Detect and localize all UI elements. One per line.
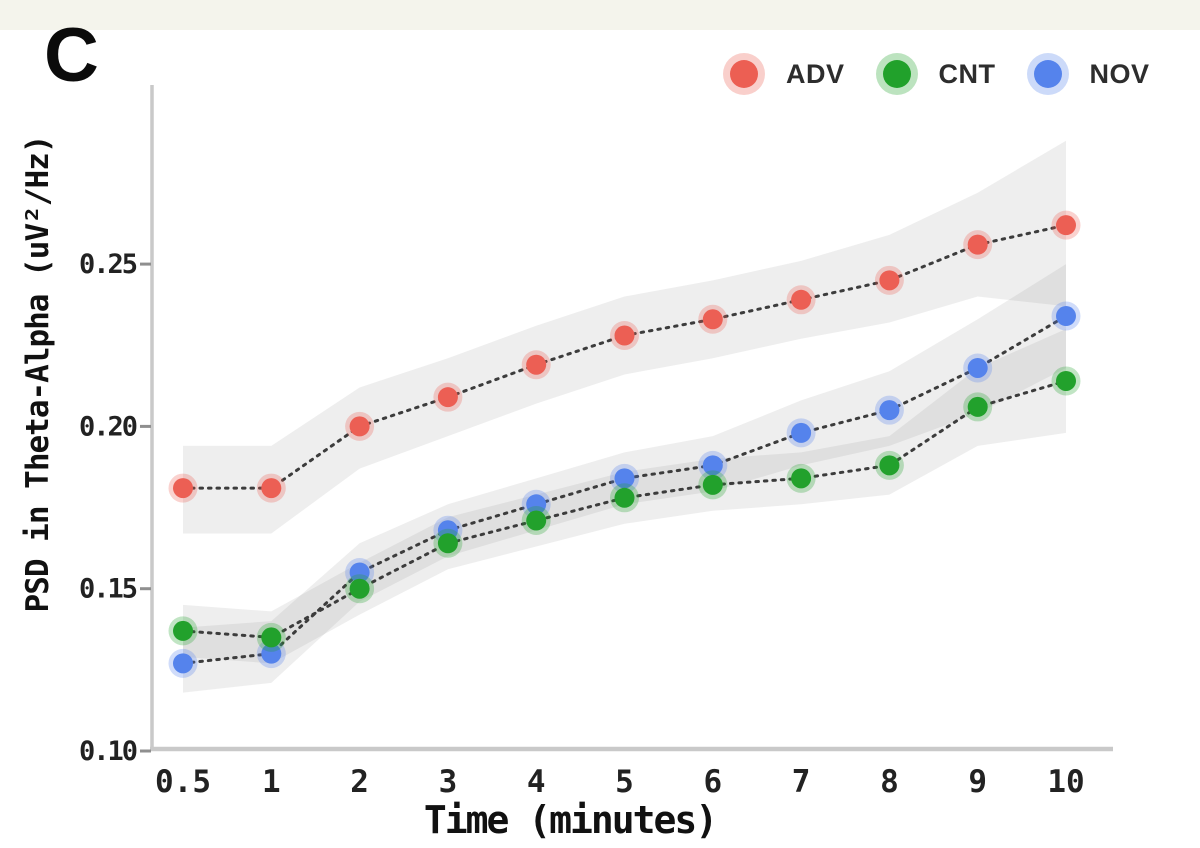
- legend-item-adv: ADV: [723, 53, 845, 95]
- y-axis-title: PSD in Theta-Alpha (uV²/Hz): [20, 135, 56, 613]
- adv-point-9: [967, 234, 988, 255]
- y-tick-label: 0.10: [79, 736, 137, 767]
- adv-legend-dot-icon: [723, 53, 765, 95]
- nov-point-4: [526, 494, 547, 515]
- page-margin-strip: [0, 0, 1200, 30]
- legend-label: NOV: [1089, 58, 1150, 89]
- x-tick-label: 9: [968, 764, 987, 800]
- x-tick-label: 10: [1047, 764, 1084, 800]
- x-tick-label: 2: [350, 764, 369, 800]
- nov-legend-dot-icon: [1026, 53, 1069, 95]
- legend-item-nov: NOV: [1026, 53, 1150, 95]
- nov-point-2: [349, 562, 370, 583]
- adv-point-0.5: [173, 478, 193, 499]
- adv-point-5: [614, 325, 635, 346]
- cnt-legend-dot-icon: [875, 53, 918, 95]
- nov-point-5: [614, 468, 635, 489]
- cnt-point-8: [879, 455, 900, 476]
- adv-point-10: [1056, 215, 1076, 236]
- legend-item-cnt: CNT: [875, 53, 996, 95]
- legend-label: ADV: [786, 58, 845, 89]
- nov-dotted-line: [181, 314, 1068, 665]
- adv-point-3: [437, 387, 458, 408]
- nov-point-1: [261, 643, 282, 664]
- cnt-point-0.5: [173, 620, 193, 641]
- legend-label: CNT: [938, 58, 996, 89]
- nov-point-8: [879, 400, 900, 421]
- adv-point-4: [526, 354, 547, 375]
- cnt-point-6: [702, 474, 723, 495]
- panel-letter: C: [44, 13, 99, 98]
- x-tick-label: 6: [703, 764, 722, 800]
- x-tick-label: 3: [439, 764, 458, 800]
- cnt-point-10: [1056, 370, 1076, 391]
- adv-point-1: [261, 478, 282, 499]
- nov-point-0.5: [173, 653, 193, 674]
- y-tick-label: 0.15: [79, 574, 137, 605]
- x-tick-label: 0.5: [155, 764, 211, 800]
- nov-point-10: [1056, 306, 1076, 327]
- legend: ADV CNT NOV: [723, 46, 1150, 102]
- nov-point-6: [702, 455, 723, 476]
- adv-point-7: [791, 289, 812, 310]
- nov-point-9: [967, 357, 988, 378]
- adv-point-8: [879, 270, 900, 291]
- cnt-point-3: [437, 533, 458, 554]
- x-tick-label: 8: [880, 764, 899, 800]
- cnt-point-9: [967, 396, 988, 417]
- y-tick-label: 0.25: [79, 249, 137, 280]
- x-tick-label: 5: [615, 764, 634, 800]
- adv-point-6: [702, 309, 723, 330]
- x-tick-label: 4: [527, 764, 546, 800]
- adv-point-2: [349, 416, 370, 437]
- y-tick-label: 0.20: [79, 411, 137, 442]
- cnt-point-5: [614, 487, 635, 508]
- x-tick-label: 1: [262, 764, 281, 800]
- nov-point-7: [791, 422, 812, 443]
- x-tick-label: 7: [792, 764, 811, 800]
- cnt-point-4: [526, 510, 547, 531]
- cnt-point-1: [261, 627, 282, 648]
- x-axis-title: Time (minutes): [423, 798, 718, 842]
- cnt-point-7: [791, 468, 812, 489]
- cnt-point-2: [349, 578, 370, 599]
